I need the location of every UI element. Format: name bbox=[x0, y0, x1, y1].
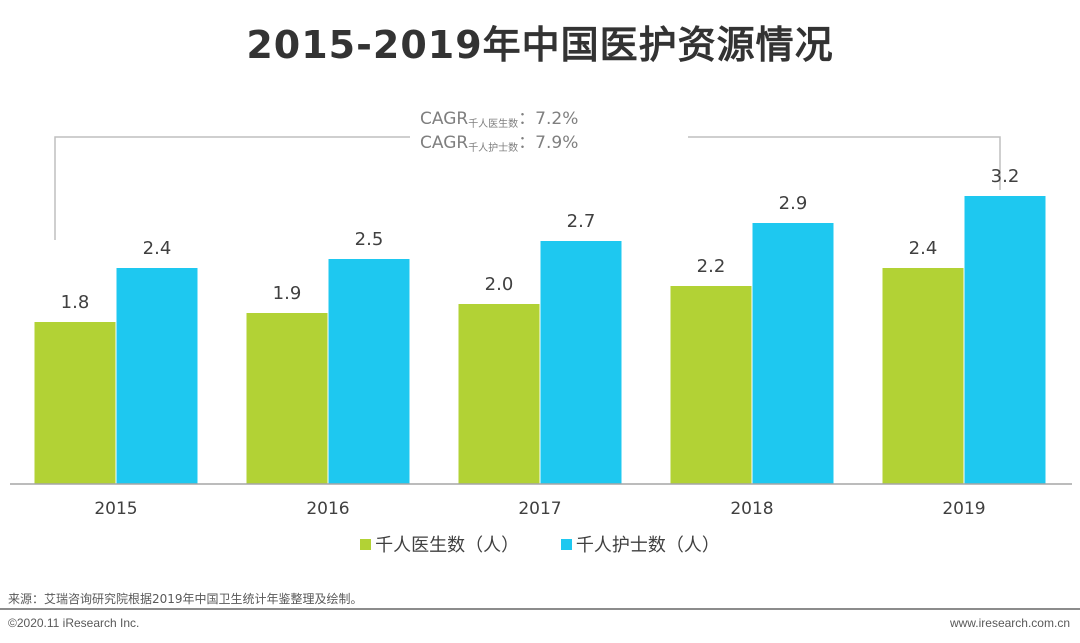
bar-doctors-2015 bbox=[34, 322, 116, 484]
x-tick-label: 2015 bbox=[94, 499, 137, 519]
data-label: 3.2 bbox=[991, 166, 1020, 187]
data-label: 2.9 bbox=[779, 193, 808, 214]
bar-nurses-2019 bbox=[964, 196, 1046, 484]
legend-swatch bbox=[560, 539, 572, 550]
cagr-nurse: CAGR千人护士数：7.9% bbox=[420, 133, 579, 154]
copyright: ©2020.11 iResearch Inc. bbox=[8, 616, 140, 630]
bar-doctors-2016 bbox=[246, 313, 328, 484]
x-tick-label: 2016 bbox=[306, 499, 349, 519]
legend-item-doctors: 千人医生数（人） bbox=[360, 531, 519, 557]
bracket-left bbox=[54, 136, 410, 240]
bar-chart: 1.8 2.4 2015 1.9 2.5 2016 2.0 2.7 2017 2.2 2.9 2018… bbox=[10, 136, 1072, 519]
x-tick-label: 2018 bbox=[730, 499, 773, 519]
bar-doctors-2018 bbox=[670, 286, 752, 484]
data-label: 2.7 bbox=[567, 211, 596, 232]
data-label: 2.4 bbox=[143, 238, 172, 259]
bracket-right bbox=[688, 136, 1001, 190]
bar-nurses-2015 bbox=[116, 268, 198, 484]
x-tick-label: 2017 bbox=[518, 499, 561, 519]
data-label: 2.0 bbox=[485, 274, 514, 295]
bar-nurses-2016 bbox=[328, 259, 410, 484]
legend: 千人医生数（人） 千人护士数（人） bbox=[0, 531, 1080, 557]
bar-nurses-2018 bbox=[752, 223, 834, 484]
cagr-doctor: CAGR千人医生数：7.2% bbox=[420, 109, 579, 130]
cagr-bracket bbox=[54, 136, 1001, 240]
source-note: 来源：艾瑞咨询研究院根据2019年中国卫生统计年鉴整理及绘制。 bbox=[8, 592, 363, 606]
data-label: 1.8 bbox=[61, 292, 90, 313]
data-label: 2.2 bbox=[697, 256, 726, 277]
bar-nurses-2017 bbox=[540, 241, 622, 484]
data-label: 1.9 bbox=[273, 283, 302, 304]
footer-divider bbox=[0, 608, 1080, 610]
data-label: 2.5 bbox=[355, 229, 384, 250]
legend-item-nurses: 千人护士数（人） bbox=[560, 531, 720, 557]
x-tick-label: 2019 bbox=[942, 499, 985, 519]
data-label: 2.4 bbox=[909, 238, 938, 259]
website-link[interactable]: www.iresearch.com.cn bbox=[949, 616, 1070, 630]
legend-swatch bbox=[360, 539, 372, 550]
chart-title: 2015-2019年中国医护资源情况 bbox=[246, 23, 834, 67]
bar-doctors-2019 bbox=[882, 268, 964, 484]
bar-doctors-2017 bbox=[458, 304, 540, 484]
